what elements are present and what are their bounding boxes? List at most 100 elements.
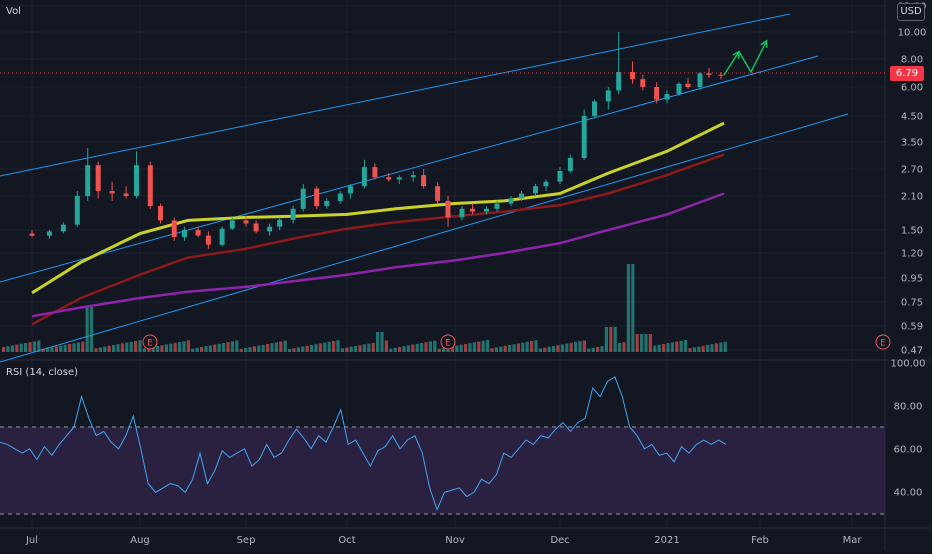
candle-body [348,186,353,194]
volume-bar [191,348,195,352]
candle-body [290,208,296,220]
candle-body [445,200,451,218]
volume-bar [2,347,6,352]
time-tick-label: Aug [130,535,150,546]
moving-averages [31,121,725,326]
volume-bar [371,342,375,352]
volume-bar [406,345,410,352]
volume-bar [68,344,72,352]
volume-bar [230,341,234,352]
rsi-tick-label: 40.00 [894,488,923,499]
volume-bar [41,348,45,352]
rsi-band [0,427,885,514]
candle-body [361,167,367,187]
volume-bar [112,345,116,352]
volume-bar [490,348,494,352]
volume-bar [402,346,406,352]
volume-bar [512,344,516,352]
volume-bar [239,348,243,352]
volume-bar [626,264,630,352]
candle-body [664,94,670,100]
volume-bar [358,345,362,352]
candle-body [314,188,320,207]
volume-bar [156,346,160,352]
volume-bar [336,340,340,352]
volume-bar [389,348,393,352]
volume-bar [349,346,353,352]
volume-bar [481,340,485,352]
volume-bar [569,342,573,352]
volume-bar [464,344,468,352]
volume-bar [420,343,424,352]
volume-bar [103,346,107,352]
volume-bar [653,345,657,352]
volume-bar [24,343,28,352]
volume-bar [644,334,648,352]
volume-bar [657,344,661,352]
volume-bar [279,341,283,352]
currency-badge[interactable]: USD [897,3,925,21]
volume-bar [486,340,490,352]
candle-body [508,198,514,204]
candle-body [470,208,475,212]
volume-bar [565,343,569,352]
volume-bar [552,346,556,352]
volume-bar [169,343,173,352]
volume-bar [508,345,512,352]
volume-bar [516,343,520,352]
volume-bar [547,346,551,352]
volume-bar [582,340,586,352]
channel-line [0,113,849,363]
price-tick-label: 6.00 [901,83,923,94]
volume-bar [85,307,89,352]
volume-bar [98,347,102,352]
moving-average-mid [31,153,725,326]
candle-body [605,90,611,102]
price-tick-label: 2.10 [901,192,923,203]
candle-body [519,193,524,199]
volume-bar [362,344,366,352]
volume-bar [59,345,63,352]
earnings-marker[interactable]: E [142,334,158,350]
candle-body [543,181,549,187]
earnings-marker[interactable]: E [440,334,456,350]
volume-bar [81,341,85,352]
trend-channel [0,13,849,363]
candle-body [253,223,259,232]
volume-bar [305,345,309,352]
volume-bar [266,344,270,352]
candle-body [459,208,465,218]
candle-body [396,177,402,180]
volume-bar [310,345,314,352]
volume-bar [648,334,652,352]
rsi-indicator-label[interactable]: RSI (14, close) [6,367,79,378]
price-tick-label: 0.95 [901,274,923,285]
volume-bar [706,345,710,352]
volume-bar [578,341,582,352]
volume-bar [604,327,608,352]
volume-bar [530,341,534,352]
volume-bar [63,344,67,352]
volume-bar [640,334,644,352]
volume-bar [428,341,432,352]
volume-bar [116,344,120,352]
rsi-tick-label: 100.00 [891,359,926,370]
time-tick-label: Dec [550,535,569,546]
earnings-marker-circle [142,334,158,350]
volume-bar [138,340,142,352]
volume-bar [32,341,36,352]
earnings-marker[interactable]: E [875,334,891,350]
volume-bar [666,343,670,352]
candle-body [300,188,306,209]
candle-body [697,73,703,87]
price-tick-label: 8.00 [901,55,923,66]
volume-bar [274,342,278,352]
volume-bar [292,348,296,352]
volume-bar [178,342,182,352]
arrow-head [760,39,768,48]
volume-bar [90,307,94,352]
volume-bar [455,345,459,352]
volume-bar [723,341,727,352]
